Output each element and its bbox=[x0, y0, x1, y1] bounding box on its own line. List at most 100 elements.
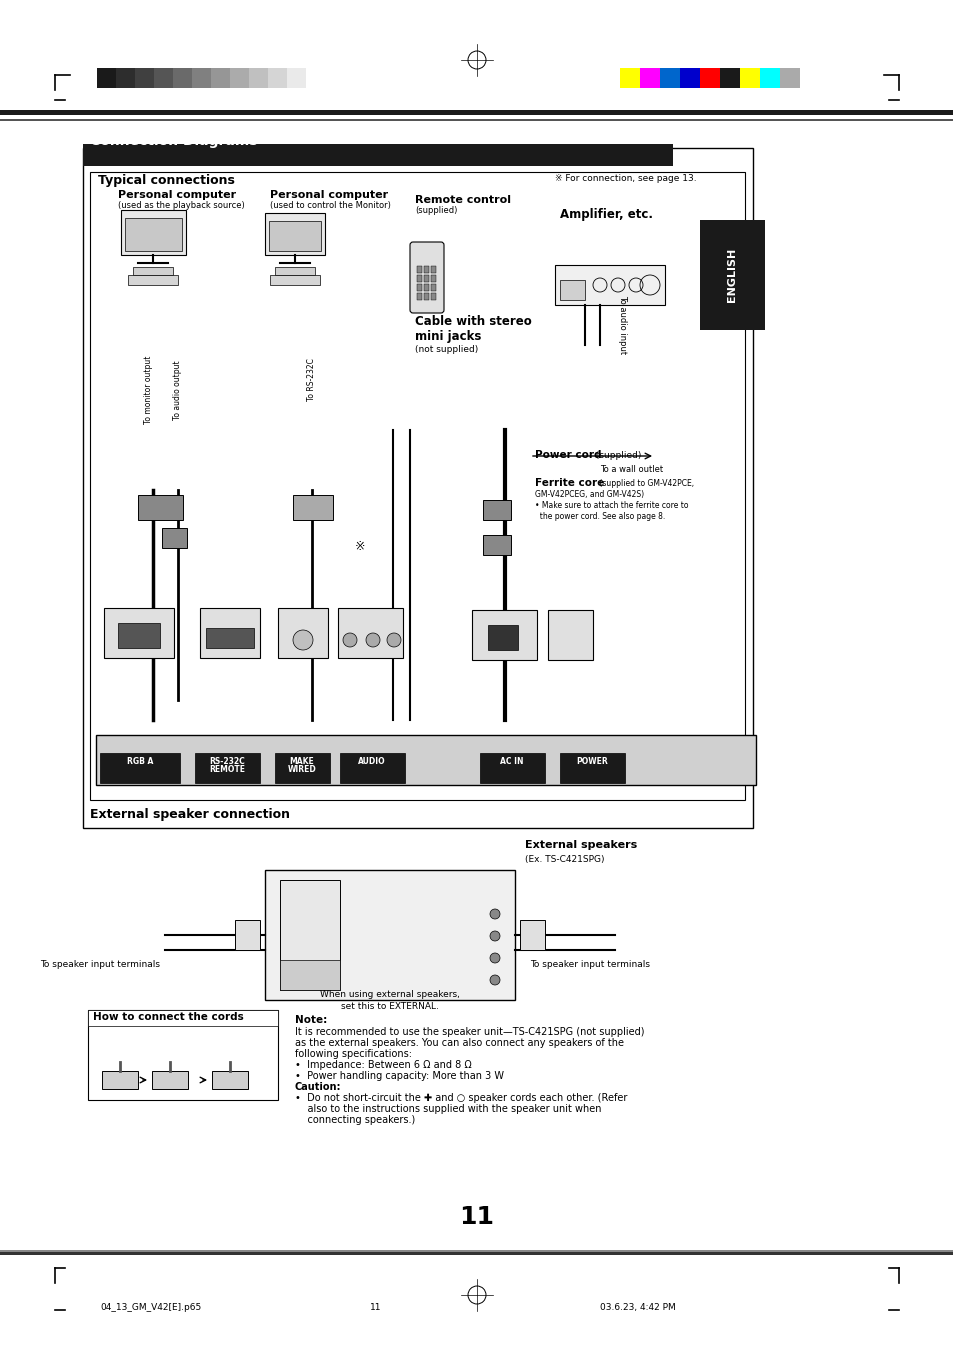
Bar bbox=[306, 68, 325, 88]
Bar bbox=[269, 221, 320, 252]
Text: (supplied to GM-V42PCE,: (supplied to GM-V42PCE, bbox=[597, 479, 694, 488]
Bar bbox=[519, 920, 544, 950]
Bar bbox=[132, 267, 172, 275]
Bar bbox=[116, 68, 135, 88]
Circle shape bbox=[490, 953, 499, 963]
Bar bbox=[639, 68, 659, 88]
Bar bbox=[104, 607, 173, 658]
Text: WIRED: WIRED bbox=[287, 764, 316, 774]
Text: POWER: POWER bbox=[576, 756, 607, 766]
Bar bbox=[265, 212, 325, 254]
Bar bbox=[138, 495, 183, 520]
Bar bbox=[194, 754, 260, 783]
Bar bbox=[431, 284, 436, 291]
Bar bbox=[265, 870, 515, 1000]
Bar bbox=[760, 68, 780, 88]
Text: External speaker connection: External speaker connection bbox=[90, 808, 290, 821]
Text: To audio output: To audio output bbox=[173, 360, 182, 419]
Bar bbox=[416, 294, 421, 300]
Text: also to the instructions supplied with the speaker unit when: also to the instructions supplied with t… bbox=[294, 1104, 601, 1114]
Text: 04_13_GM_V42[E].p65: 04_13_GM_V42[E].p65 bbox=[100, 1303, 201, 1312]
Bar bbox=[83, 147, 752, 828]
Text: Ferrite core: Ferrite core bbox=[535, 478, 603, 488]
Text: ※ For connection, see page 13.: ※ For connection, see page 13. bbox=[555, 175, 696, 183]
Bar bbox=[559, 280, 584, 300]
Bar bbox=[547, 610, 593, 660]
Text: Remote control: Remote control bbox=[415, 195, 511, 206]
Bar bbox=[0, 110, 953, 115]
Bar bbox=[559, 754, 624, 783]
Text: It is recommended to use the speaker unit—TS-C421SPG (not supplied): It is recommended to use the speaker uni… bbox=[294, 1027, 644, 1036]
Bar bbox=[280, 961, 339, 990]
Text: Connection Diagrams: Connection Diagrams bbox=[90, 134, 257, 147]
Bar bbox=[700, 221, 764, 330]
Bar bbox=[277, 607, 328, 658]
Bar bbox=[555, 265, 664, 304]
Bar bbox=[88, 1009, 277, 1026]
Bar bbox=[230, 68, 249, 88]
Bar bbox=[720, 68, 740, 88]
Circle shape bbox=[387, 633, 400, 647]
Bar bbox=[423, 284, 429, 291]
Text: Cable with stereo
mini jacks: Cable with stereo mini jacks bbox=[415, 315, 531, 344]
Bar bbox=[274, 754, 330, 783]
Bar bbox=[0, 119, 953, 120]
Text: Personal computer: Personal computer bbox=[118, 189, 236, 200]
Bar bbox=[423, 267, 429, 273]
Text: GM-V42PCEG, and GM-V42S): GM-V42PCEG, and GM-V42S) bbox=[535, 490, 643, 499]
Text: •  Impedance: Between 6 Ω and 8 Ω: • Impedance: Between 6 Ω and 8 Ω bbox=[294, 1059, 471, 1070]
Text: ※: ※ bbox=[355, 540, 365, 553]
Bar bbox=[488, 625, 517, 649]
Text: RS-232C: RS-232C bbox=[209, 756, 245, 766]
Bar bbox=[88, 1009, 277, 1100]
Bar bbox=[128, 275, 178, 285]
Bar bbox=[472, 610, 537, 660]
Text: How to connect the cords: How to connect the cords bbox=[92, 1012, 244, 1022]
Bar bbox=[135, 68, 153, 88]
Text: (not supplied): (not supplied) bbox=[415, 345, 477, 354]
Bar bbox=[416, 284, 421, 291]
Text: set this to EXTERNAL.: set this to EXTERNAL. bbox=[341, 1003, 438, 1011]
Text: Power cord: Power cord bbox=[535, 451, 601, 460]
Bar bbox=[125, 218, 182, 252]
Bar bbox=[249, 68, 268, 88]
Bar bbox=[431, 294, 436, 300]
Bar bbox=[97, 68, 116, 88]
Circle shape bbox=[490, 909, 499, 919]
Text: When using external speakers,: When using external speakers, bbox=[319, 990, 459, 999]
Text: To RS-232C: To RS-232C bbox=[307, 359, 316, 402]
Bar bbox=[431, 275, 436, 281]
Bar bbox=[121, 210, 186, 254]
Text: • Make sure to attach the ferrite core to: • Make sure to attach the ferrite core t… bbox=[535, 501, 688, 510]
Text: 03.6.23, 4:42 PM: 03.6.23, 4:42 PM bbox=[599, 1303, 675, 1312]
FancyBboxPatch shape bbox=[410, 242, 443, 313]
Circle shape bbox=[293, 630, 313, 649]
Bar bbox=[679, 68, 700, 88]
Text: ENGLISH: ENGLISH bbox=[726, 248, 737, 302]
Text: as the external speakers. You can also connect any speakers of the: as the external speakers. You can also c… bbox=[294, 1038, 623, 1049]
Text: REMOTE: REMOTE bbox=[209, 764, 245, 774]
Bar bbox=[100, 754, 180, 783]
Text: MAKE: MAKE bbox=[290, 756, 314, 766]
Text: (supplied): (supplied) bbox=[415, 206, 456, 215]
Bar bbox=[234, 920, 260, 950]
Bar bbox=[212, 1072, 248, 1089]
Bar bbox=[619, 68, 639, 88]
Bar bbox=[96, 735, 755, 785]
Text: (Ex. TS-C421SPG): (Ex. TS-C421SPG) bbox=[524, 855, 604, 865]
Bar bbox=[659, 68, 679, 88]
Bar bbox=[337, 607, 402, 658]
Bar bbox=[153, 68, 172, 88]
Circle shape bbox=[490, 931, 499, 940]
Bar bbox=[192, 68, 211, 88]
Bar bbox=[280, 879, 339, 990]
Bar bbox=[274, 267, 314, 275]
Text: 11: 11 bbox=[459, 1206, 494, 1229]
Text: •  Power handling capacity: More than 3 W: • Power handling capacity: More than 3 W bbox=[294, 1072, 503, 1081]
Bar bbox=[102, 1072, 138, 1089]
Circle shape bbox=[366, 633, 379, 647]
Circle shape bbox=[490, 976, 499, 985]
Text: 11: 11 bbox=[370, 1303, 381, 1312]
Bar bbox=[479, 754, 544, 783]
Bar bbox=[270, 275, 319, 285]
